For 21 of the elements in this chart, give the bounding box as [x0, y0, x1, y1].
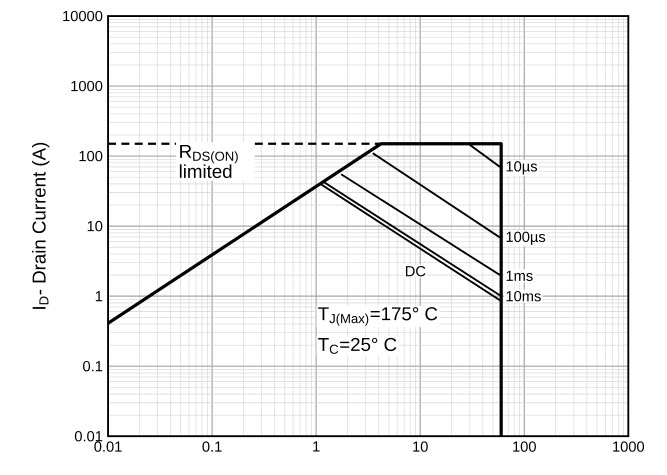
- series-label: DC: [406, 266, 426, 276]
- x-tick-label: 1: [313, 441, 320, 452]
- y-tick-label: 1000: [71, 80, 102, 92]
- series-label: 10ms: [506, 290, 541, 302]
- x-tick-label: 0.1: [202, 441, 222, 452]
- annotation: T$_{J(Max)}$=175° C: [318, 307, 438, 326]
- annotation: R$_{DS(ON)}$ limited: [180, 144, 238, 178]
- y-tick-label: 0.01: [74, 430, 102, 442]
- series-label: 10µs: [506, 161, 538, 174]
- y-axis-title: I$_{D}$- Drain Current (A): [32, 142, 50, 309]
- y-tick-label: 10000: [63, 10, 102, 22]
- y-tick-label: 0.1: [83, 360, 102, 372]
- x-tick-label: 1000: [613, 441, 644, 452]
- y-tick-label: 10: [88, 220, 102, 232]
- annotation: T$_{C}$=25° C: [318, 338, 396, 354]
- y-tick-label: 1: [96, 291, 102, 302]
- x-tick-label: 100: [513, 441, 536, 452]
- series-label: 100µs: [506, 232, 546, 245]
- series-label: 1ms: [506, 270, 533, 281]
- y-tick-label: 100: [80, 150, 102, 162]
- x-tick-label: 10: [413, 441, 428, 452]
